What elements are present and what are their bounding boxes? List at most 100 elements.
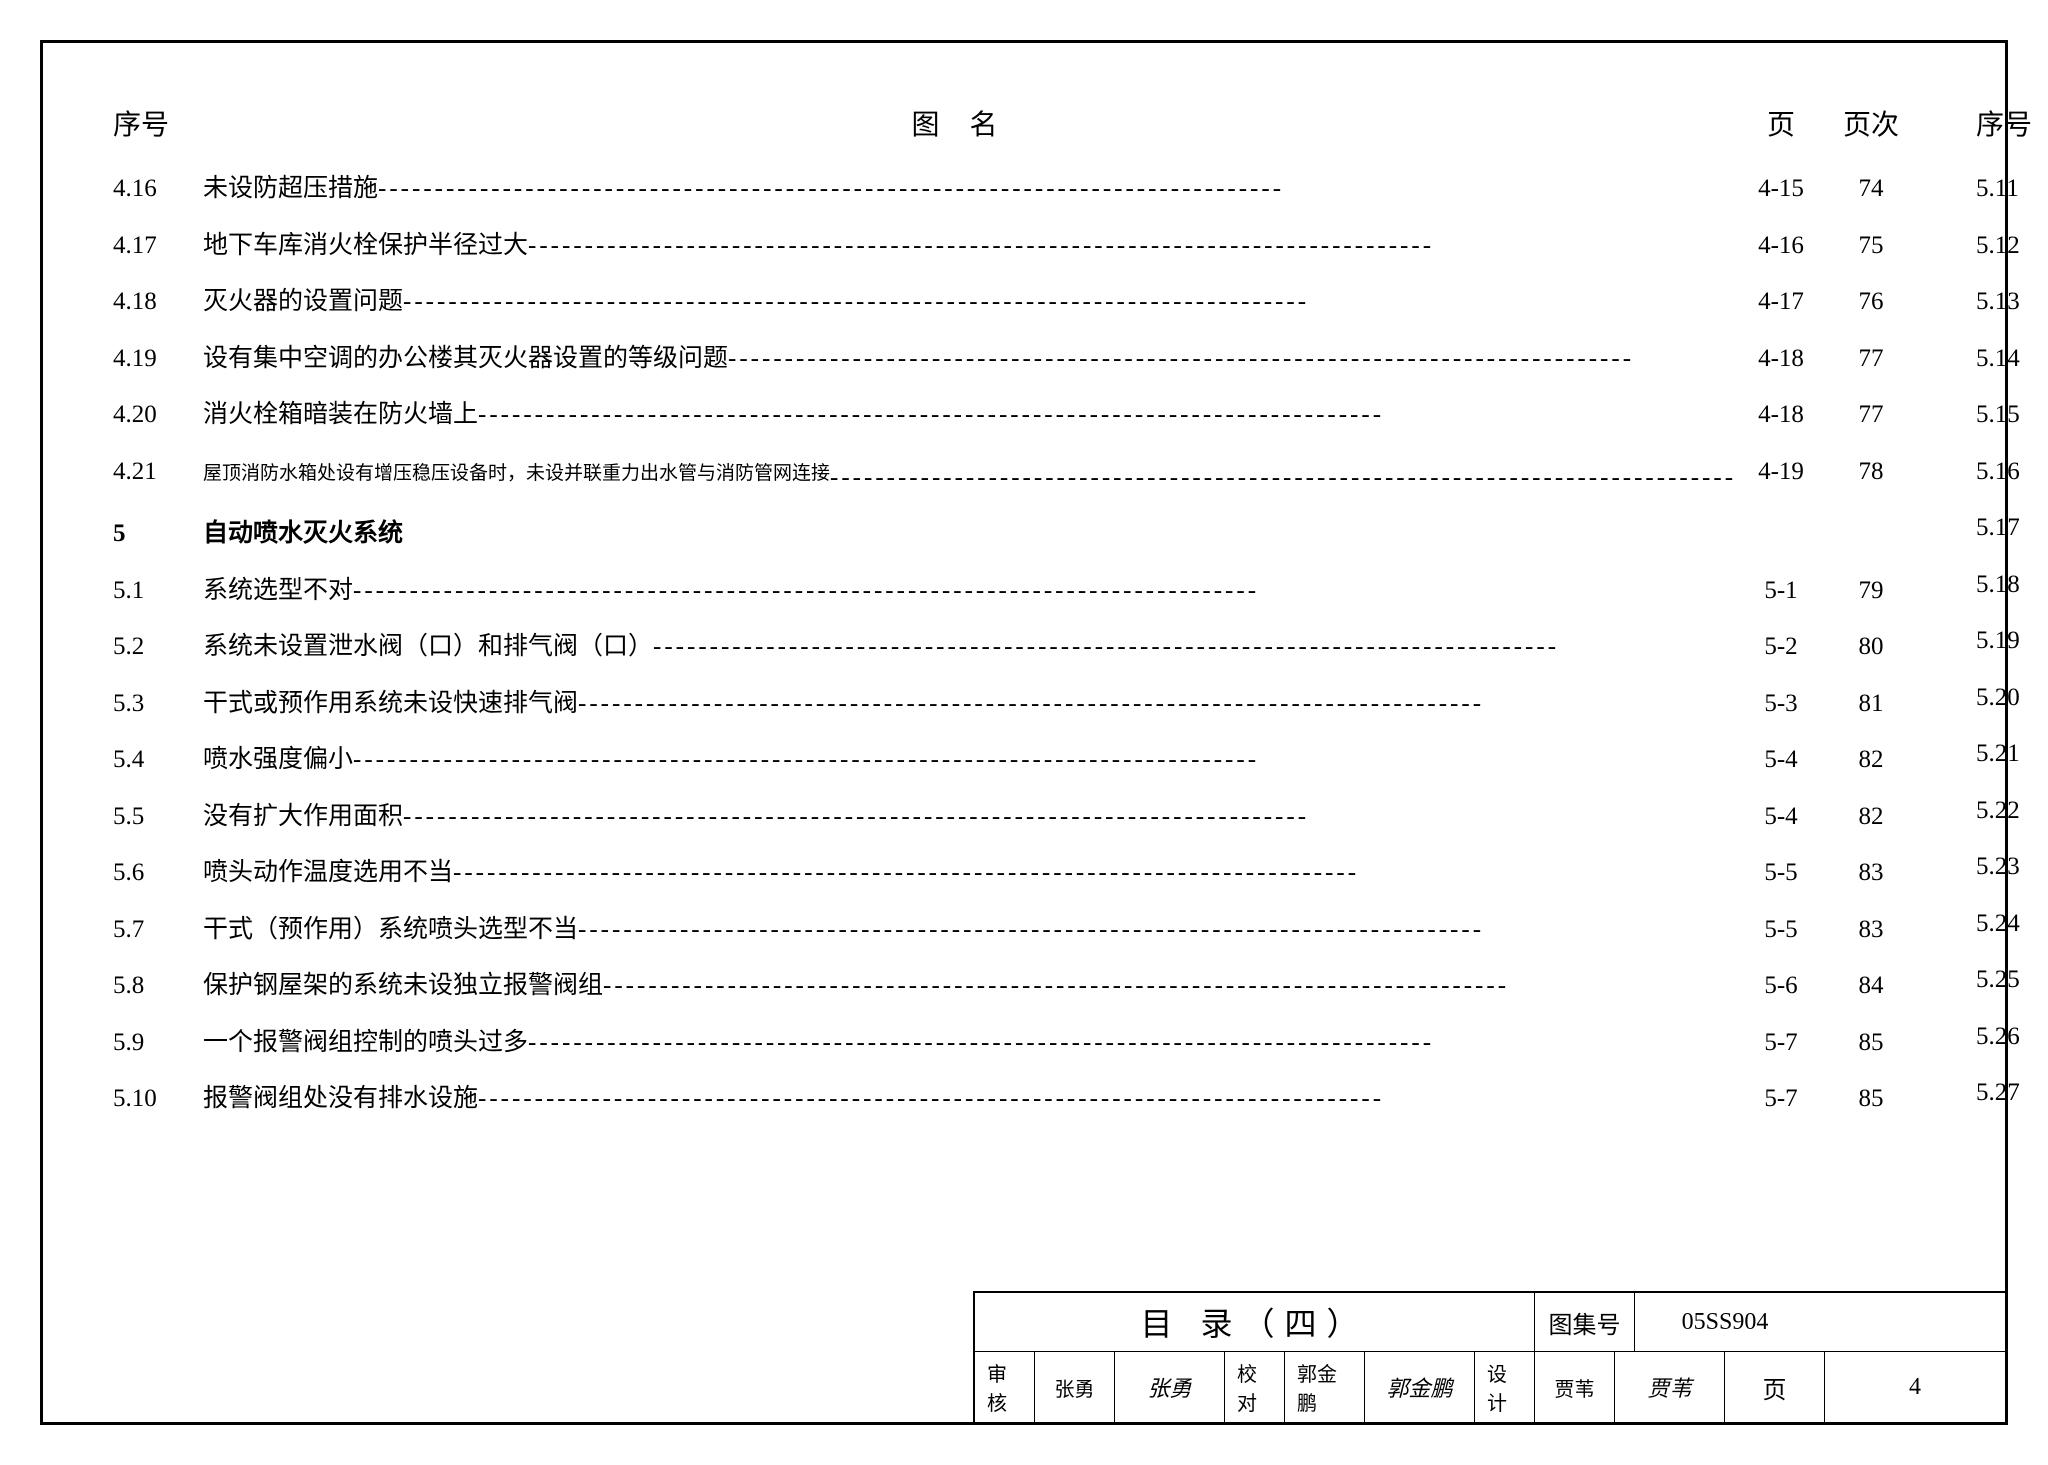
entry-title: 干式（预作用）系统喷头选型不当 ------------------------…: [203, 914, 1736, 947]
entry-index: 5.18: [1976, 569, 2048, 602]
entry-index: 5.24: [1976, 908, 2048, 941]
toc-entry: 5.21减压孔板孔口直径过小 -------------------------…: [1976, 738, 2048, 771]
entry-title-text: 一个报警阀组控制的喷头过多: [203, 1027, 528, 1060]
toc-entry: 5.26漏设水泵结合器 ----------------------------…: [1976, 1021, 2048, 1054]
entry-pagenum: 74: [1826, 173, 1916, 206]
entry-title: 系统未设置泄水阀（口）和排气阀（口） ---------------------…: [203, 631, 1736, 664]
entry-title-text: 设有集中空调的办公楼其灭火器设置的等级问题: [203, 343, 728, 376]
toc-entry: 5.4喷水强度偏小 ------------------------------…: [113, 744, 1916, 777]
entry-title: 干式或预作用系统未设快速排气阀 ------------------------…: [203, 688, 1736, 721]
entry-index: 4.17: [113, 230, 203, 263]
entry-pagenum: 77: [1826, 399, 1916, 432]
atlas-label: 图集号: [1535, 1293, 1635, 1351]
entry-title: 喷头动作温度选用不当 -----------------------------…: [203, 857, 1736, 890]
entry-index: 5: [113, 518, 203, 551]
toc-entry: 5.23供水泵出口漏设试水阀及防超压措施 -------------------…: [1976, 851, 2048, 884]
toc-entry: 5.8保护钢屋架的系统未设独立报警阀组 --------------------…: [113, 970, 1916, 1003]
entry-title-text: 喷水强度偏小: [203, 744, 353, 777]
proof-label: 校对: [1225, 1352, 1285, 1422]
design-name: 贾苇: [1535, 1352, 1615, 1422]
header-page: 页: [1736, 103, 1826, 143]
entry-index: 5.22: [1976, 795, 2048, 828]
entry-title: 屋顶消防水箱处设有增压稳压设备时，未设并联重力出水管与消防管网连接 ------…: [203, 462, 1736, 495]
entry-page: 4-15: [1736, 173, 1826, 206]
toc-entry: 5.2系统未设置泄水阀（口）和排气阀（口） ------------------…: [113, 631, 1916, 664]
entry-page: 4-17: [1736, 286, 1826, 319]
header-index: 序号: [1976, 103, 2048, 143]
toc-entry: 5.22多个报警阀前未设环状供水管道，且未设备用减压阀 ------------…: [1976, 795, 2048, 828]
entry-title-text: 自动喷水灭火系统: [203, 518, 403, 551]
title-block: 目 录（四） 图集号 05SS904 审核 张勇 张勇 校对 郭金鹏 郭金鹏 设…: [973, 1291, 2005, 1422]
entry-page: 5-7: [1736, 1027, 1826, 1060]
entry-index: 5.19: [1976, 625, 2048, 658]
page-value: 4: [1825, 1352, 2005, 1422]
entry-pagenum: 80: [1826, 631, 1916, 664]
toc-entry: 5.7干式（预作用）系统喷头选型不当 ---------------------…: [113, 914, 1916, 947]
toc-entry: 5.12图中缺少水力警铃的位置 ------------------------…: [1976, 230, 2048, 263]
proof-name: 郭金鹏: [1285, 1352, 1365, 1422]
entry-title-text: 干式或预作用系统未设快速排气阀: [203, 688, 578, 721]
entry-index: 5.27: [1976, 1077, 2048, 1110]
toc-entry: 5.13水流指示器设置不当 --------------------------…: [1976, 286, 2048, 319]
entry-index: 5.10: [113, 1083, 203, 1116]
toc-entry: 5.5没有扩大作用面积 ----------------------------…: [113, 801, 1916, 834]
toc-entry: 5.16净空大于800mm的闷顶和技术夹层未设喷头 --------------…: [1976, 456, 2048, 489]
entry-page: 5-4: [1736, 744, 1826, 777]
doc-title: 目 录（四）: [975, 1293, 1535, 1351]
entry-index: 5.9: [113, 1027, 203, 1060]
toc-entry: 5.9一个报警阀组控制的喷头过多 -----------------------…: [113, 1027, 1916, 1060]
entry-leader: ----------------------------------------…: [578, 688, 1736, 721]
entry-index: 5.14: [1976, 343, 2048, 376]
entry-page: 5-5: [1736, 914, 1826, 947]
entry-pagenum: 85: [1826, 1027, 1916, 1060]
entry-title-text: 地下车库消火栓保护半径过大: [203, 230, 528, 263]
entry-index: 5.12: [1976, 230, 2048, 263]
entry-pagenum: 78: [1826, 456, 1916, 489]
entry-title-text: 系统未设置泄水阀（口）和排气阀（口）: [203, 631, 653, 664]
entry-pagenum: 76: [1826, 286, 1916, 319]
entry-index: 5.15: [1976, 399, 2048, 432]
page-frame: 序号 图名 页 页次 4.16未设防超压措施 -----------------…: [40, 40, 2008, 1425]
entry-index: 5.11: [1976, 173, 2048, 206]
entry-title: 消火栓箱暗装在防火墙上 ----------------------------…: [203, 399, 1736, 432]
entry-page: 5-3: [1736, 688, 1826, 721]
entry-index: 5.4: [113, 744, 203, 777]
entry-page: 4-18: [1736, 343, 1826, 376]
toc-entry: 5.25不设屋顶水箱时，气压罐贮水不足 --------------------…: [1976, 964, 2048, 997]
entry-index: 5.17: [1976, 512, 2048, 545]
entry-title: 自动喷水灭火系统: [203, 518, 1736, 551]
entry-page: 4-18: [1736, 399, 1826, 432]
left-column: 序号 图名 页 页次 4.16未设防超压措施 -----------------…: [113, 103, 1916, 1140]
toc-entry: 4.18灭火器的设置问题 ---------------------------…: [113, 286, 1916, 319]
entry-leader: ----------------------------------------…: [528, 230, 1736, 263]
entry-page: 5-1: [1736, 575, 1826, 608]
toc-entry: 5.24屋顶水箱架设高度不够 -------------------------…: [1976, 908, 2048, 941]
entry-page: 5-4: [1736, 801, 1826, 834]
entry-pagenum: 77: [1826, 343, 1916, 376]
entry-leader: ----------------------------------------…: [378, 173, 1736, 206]
entry-title-text: 系统选型不对: [203, 575, 353, 608]
right-toc-list: 5.11报警阀进出口采用普通闸（蝶）阀 --------------------…: [1976, 173, 2048, 1110]
toc-entry: 5.14漏设末端试水装置或试水阀 -----------------------…: [1976, 343, 2048, 376]
entry-index: 5.13: [1976, 286, 2048, 319]
entry-title: 未设防超压措施 --------------------------------…: [203, 173, 1736, 206]
entry-title-text: 保护钢屋架的系统未设独立报警阀组: [203, 970, 603, 1003]
design-label: 设计: [1475, 1352, 1535, 1422]
columns: 序号 图名 页 页次 4.16未设防超压措施 -----------------…: [113, 103, 1935, 1140]
entry-pagenum: 82: [1826, 744, 1916, 777]
toc-entry: 5.19障碍物下漏设喷头 ---------------------------…: [1976, 625, 2048, 658]
toc-entry: 5.6喷头动作温度选用不当 --------------------------…: [113, 857, 1916, 890]
entry-index: 5.26: [1976, 1021, 2048, 1054]
entry-leader: ----------------------------------------…: [830, 462, 1736, 495]
entry-pagenum: 85: [1826, 1083, 1916, 1116]
entry-index: 4.20: [113, 399, 203, 432]
entry-index: 5.2: [113, 631, 203, 664]
toc-entry: 5.1系统选型不对 ------------------------------…: [113, 575, 1916, 608]
toc-entry: 5自动喷水灭火系统: [113, 518, 1916, 551]
toc-entry: 4.21屋顶消防水箱处设有增压稳压设备时，未设并联重力出水管与消防管网连接 --…: [113, 456, 1916, 495]
left-column-header: 序号 图名 页 页次: [113, 103, 1916, 143]
entry-pagenum: 84: [1826, 970, 1916, 1003]
entry-title-text: 喷头动作温度选用不当: [203, 857, 453, 890]
entry-title-text: 屋顶消防水箱处设有增压稳压设备时，未设并联重力出水管与消防管网连接: [203, 462, 830, 495]
right-column-header: 序号 图名 页 页次: [1976, 103, 2048, 143]
